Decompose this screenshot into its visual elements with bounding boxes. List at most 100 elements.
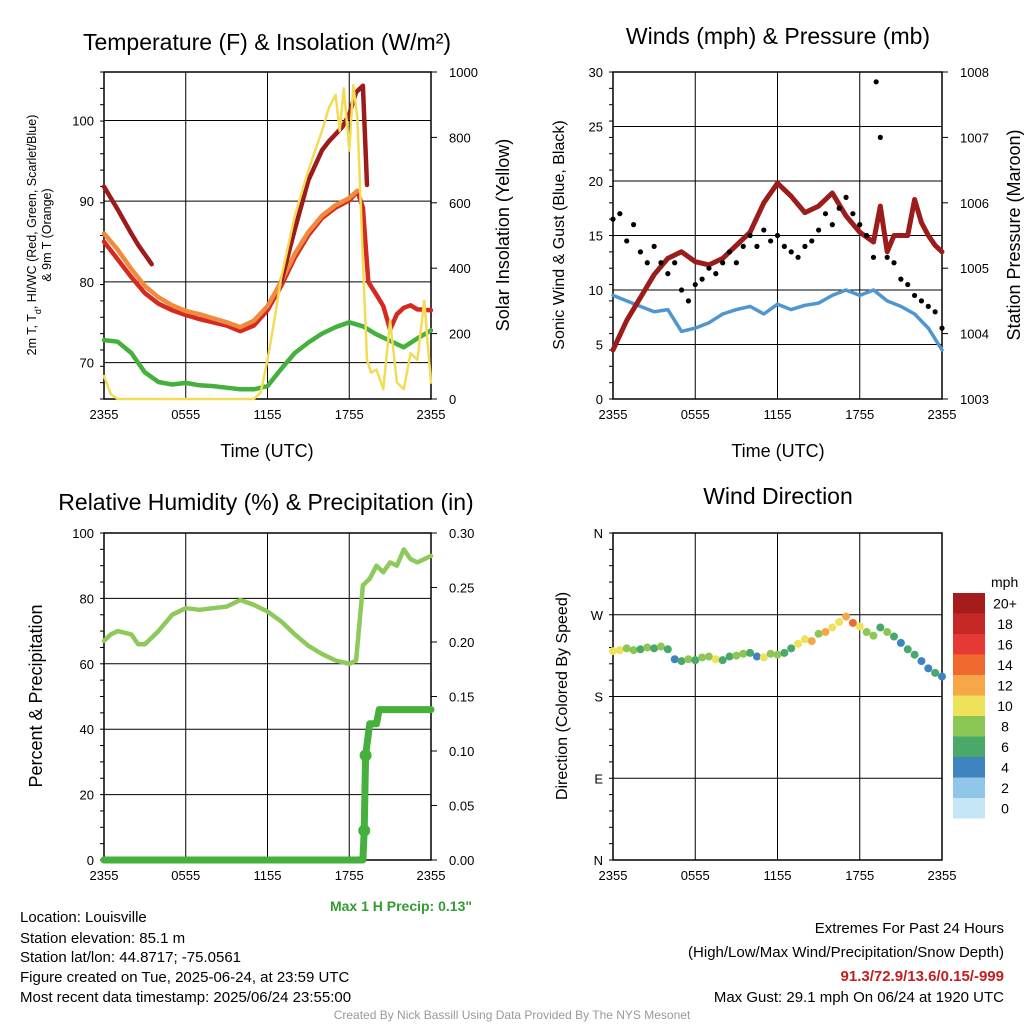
direction-point [746, 648, 755, 657]
pressure-y-label: Station Pressure (Maroon) [1004, 129, 1024, 340]
direction-point [732, 651, 741, 660]
direction-point [869, 631, 878, 640]
gust-point [843, 194, 849, 200]
winds-y-tick-label: 5 [596, 338, 603, 353]
direction-point [656, 642, 665, 651]
direction-point [821, 628, 830, 637]
winds-y2-tick-label: 1006 [960, 196, 989, 211]
direction-point [615, 646, 624, 655]
rh-y-tick-label: 100 [72, 526, 94, 541]
gust-point [774, 232, 781, 239]
rh-y2-tick-label: 0.30 [449, 526, 474, 541]
temp-x-tick-label: 1155 [254, 407, 282, 422]
gust-point [816, 227, 822, 233]
dir-x-tick-label: 1155 [764, 868, 792, 883]
temp-y-tick-label: 70 [80, 356, 94, 371]
direction-point [862, 628, 871, 637]
direction-point [766, 649, 775, 658]
gust-point [747, 232, 753, 239]
gust-point [836, 205, 842, 211]
winds-x-tick-label: 0555 [681, 407, 710, 422]
temp-x-tick-label: 1755 [335, 407, 364, 422]
gust-point [877, 134, 883, 140]
max-precip-note: Max 1 H Precip: 0.13" [330, 898, 472, 914]
elevation-text: Station elevation: 85.1 m [20, 930, 185, 947]
winds-y2-tick-label: 1007 [960, 130, 989, 145]
rh-y-tick-label: 0 [87, 853, 94, 868]
temp-series-line [278, 83, 370, 285]
colorbar-label: 18 [997, 616, 1013, 632]
gust-point [706, 265, 712, 271]
dir-y-tick-label: N [594, 526, 603, 541]
winds-x-tick-label: 2355 [928, 407, 957, 422]
gust-point [637, 249, 644, 255]
rh-y-tick-label: 80 [80, 591, 94, 606]
temperature-y-label: 2m T, Td, HI/WC (Red, Green, Scarlet/Blu… [25, 115, 43, 356]
direction-point [814, 629, 823, 638]
gust-point [905, 281, 911, 288]
gust-point [932, 309, 938, 315]
extremes-subheading: (High/Low/Max Wind/Precipitation/Snow De… [688, 944, 1004, 961]
direction-point [718, 656, 727, 665]
dir-x-tick-label: 0555 [681, 868, 710, 883]
gust-point [672, 260, 678, 266]
gust-point [891, 260, 897, 266]
latlon-text: Station lat/lon: 44.8717; -75.0561 [20, 949, 241, 966]
gust-point [624, 238, 630, 244]
gust-point [925, 303, 931, 309]
temp-series-line [101, 320, 434, 392]
direction-point [835, 618, 844, 627]
insolation-y-label: Solar Insolation (Yellow) [493, 139, 513, 331]
rh-x-tick-label: 1155 [254, 868, 282, 883]
colorbar-swatch [953, 634, 985, 655]
gust-point [911, 292, 918, 299]
rh-y2-tick-label: 0.15 [449, 690, 474, 705]
speed-colorbar: mph 20+ 18 16 14 12 10 8 6 4 2 0 [953, 574, 1018, 819]
direction-point [903, 645, 912, 654]
gust-point [678, 287, 685, 293]
gust-point [781, 243, 787, 249]
colorbar-swatch [953, 798, 985, 819]
direction-point [622, 644, 631, 653]
extremes-heading: Extremes For Past 24 Hours [815, 920, 1004, 937]
created-text: Figure created on Tue, 2025-06-24, at 23… [20, 969, 350, 986]
rh-y2-tick-label: 0.20 [449, 635, 474, 650]
gust-point [822, 211, 829, 217]
temp-x-tick-label: 2355 [90, 407, 119, 422]
rh-y-tick-label: 40 [80, 722, 94, 737]
winds-y-tick-label: 0 [596, 392, 603, 407]
direction-point [800, 635, 809, 644]
direction-point [842, 612, 851, 621]
rh-y2-tick-label: 0.05 [449, 799, 474, 814]
direction-point [698, 653, 707, 662]
direction-point [938, 672, 946, 681]
winds-y-tick-label: 25 [589, 120, 603, 135]
winds-y2-tick-label: 1005 [960, 261, 989, 276]
direction-point [711, 655, 720, 664]
colorbar-label: 14 [997, 657, 1013, 673]
humidity-plot-area: 2355 0555 1155 1755 23550204060801000.000.05… [72, 526, 474, 883]
colorbar-swatch [953, 777, 985, 798]
direction-point [890, 632, 899, 641]
gust-point [630, 222, 637, 228]
gust-point [720, 260, 726, 266]
winds-x-tick-label: 2355 [599, 407, 628, 422]
gust-point [898, 276, 904, 282]
direction-point [629, 646, 638, 655]
gust-point [699, 276, 705, 282]
direction-point [684, 655, 693, 664]
direction-point [609, 647, 617, 656]
direction-point [670, 655, 679, 664]
max-gust-text: Max Gust: 29.1 mph On 06/24 at 1920 UTC [714, 989, 1004, 1006]
temp-y2-tick-label: 0 [449, 392, 456, 407]
winds-y-label: Sonic Wind & Gust (Blue, Black) [551, 120, 568, 349]
temp-x-tick-label: 2355 [417, 407, 446, 422]
winds-title: Winds (mph) & Pressure (mb) [626, 23, 930, 49]
gust-point [610, 216, 616, 222]
direction-point [704, 652, 713, 661]
winds-series-line [611, 288, 944, 352]
direction-point [759, 653, 768, 662]
precip-point [359, 749, 372, 762]
